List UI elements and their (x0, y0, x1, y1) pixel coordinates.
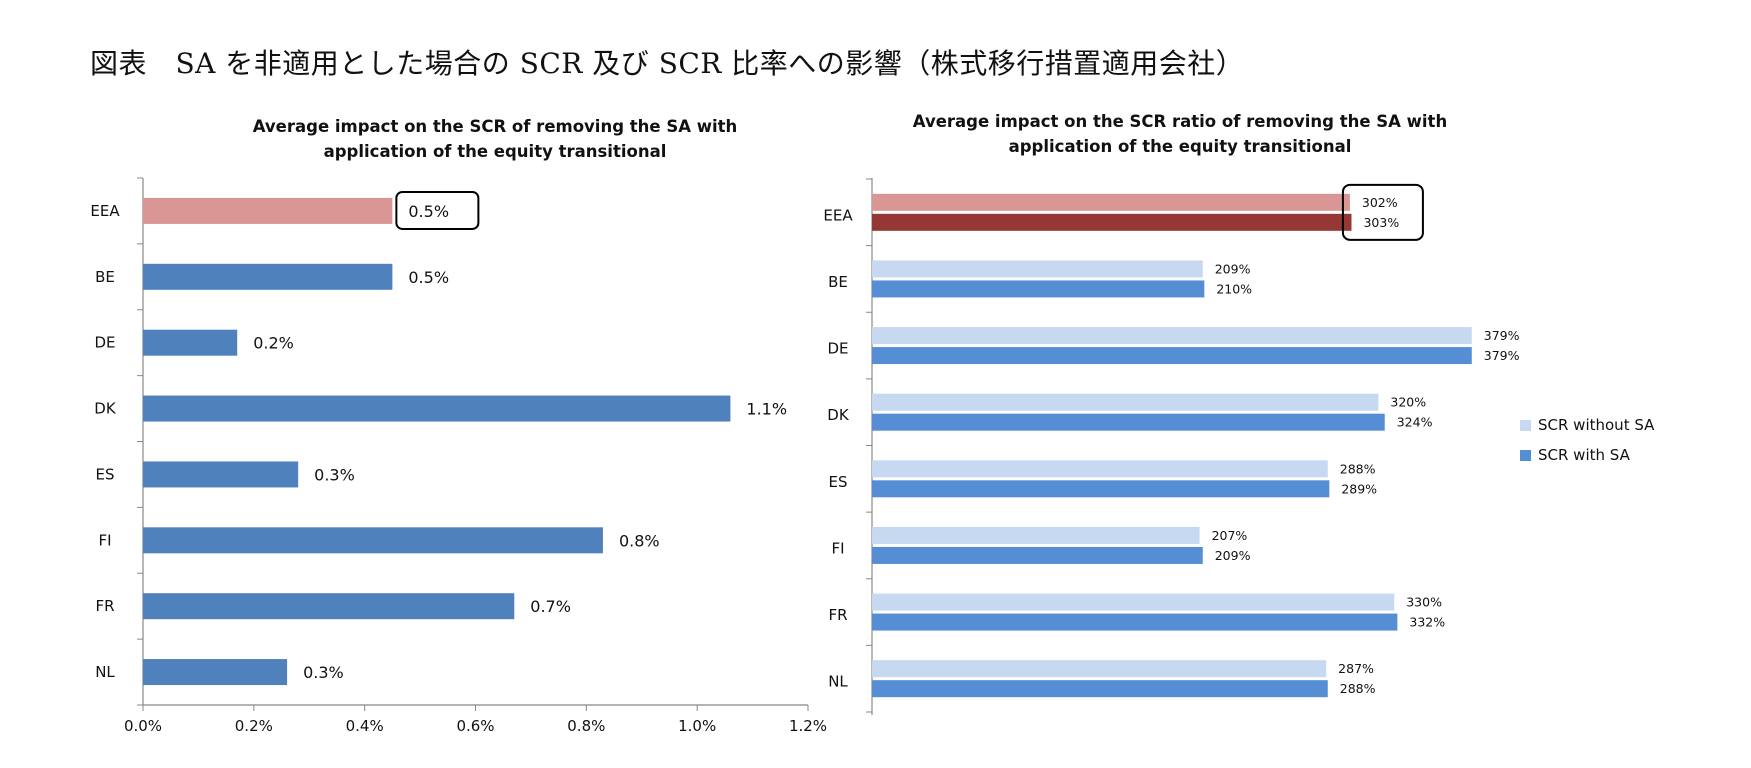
chart2-value-label-without-eea: 302% (1362, 195, 1398, 210)
chart2-bar-without-de (872, 327, 1472, 345)
chart1-x-tick-label: 0.0% (124, 717, 162, 735)
chart1-highlight-box (395, 190, 480, 230)
chart2-bar-without-eea (872, 193, 1350, 211)
chart2-bar-with-eea (872, 213, 1352, 231)
figure-title: 図表 SA を非適用とした場合の SCR 及び SCR 比率への影響（株式移行措… (90, 47, 1245, 80)
chart2-bar-with-nl (872, 680, 1328, 698)
chart1-x-tick-label: 1.0% (678, 717, 716, 735)
chart2-value-label-with-es: 289% (1341, 481, 1377, 496)
chart1-bar-be (143, 263, 393, 290)
chart2-value-label-without-fr: 330% (1406, 595, 1442, 610)
legend-label-with: SCR with SA (1538, 446, 1631, 464)
chart1-x-tick-label: 1.2% (789, 717, 827, 735)
chart2-category-label: FR (828, 606, 847, 624)
chart2-category-label: FI (831, 539, 844, 557)
chart2-value-label-without-dk: 320% (1390, 395, 1426, 410)
chart1-category-label: DK (94, 400, 117, 418)
chart1-bar-es (143, 461, 299, 488)
chart2-bar-with-fr (872, 613, 1398, 631)
chart1-value-label-nl: 0.3% (303, 663, 344, 682)
chart1-category-label: FI (98, 531, 111, 549)
chart2-value-label-without-fi: 207% (1212, 528, 1248, 543)
chart2-bar-with-de (872, 347, 1472, 365)
chart1-category-label: FR (95, 597, 114, 615)
chart2-value-label-with-dk: 324% (1397, 415, 1433, 430)
legend-swatch-with (1520, 450, 1531, 461)
chart1-value-label-fr: 0.7% (530, 597, 571, 616)
chart1-value-label-be: 0.5% (408, 268, 449, 287)
chart1-bar-dk (143, 395, 731, 422)
chart2-bar-without-nl (872, 660, 1327, 678)
chart1-bar-eea (143, 197, 393, 224)
chart1-value-label-dk: 1.1% (746, 400, 787, 419)
chart2-bar-without-dk (872, 393, 1379, 411)
chart2-category-label: DE (827, 340, 848, 358)
chart2-title-line-2: application of the equity transitional (1009, 137, 1352, 156)
chart1-bar-de (143, 329, 238, 356)
chart1-category-label: BE (95, 268, 115, 286)
chart1-category-label: NL (95, 663, 115, 681)
chart2-category-label: DK (827, 406, 850, 424)
chart2-category-label: BE (828, 273, 848, 291)
chart1-x-tick-label: 0.8% (567, 717, 605, 735)
legend-label-without: SCR without SA (1538, 416, 1655, 434)
chart1-bar-nl (143, 659, 288, 686)
chart1-category-label: EEA (90, 202, 120, 220)
chart2-bar-without-fi (872, 526, 1200, 544)
chart2-bar-with-fi (872, 546, 1203, 564)
chart2-value-label-with-nl: 288% (1340, 681, 1376, 696)
chart1-value-label-eea: 0.5% (408, 202, 449, 221)
chart2-title-line-1: Average impact on the SCR ratio of remov… (913, 112, 1447, 131)
chart2-value-label-with-eea: 303% (1363, 215, 1399, 230)
chart1-value-label-de: 0.2% (253, 334, 294, 353)
chart2-category-label: NL (828, 673, 848, 691)
chart2-category-label: ES (829, 473, 848, 491)
chart1-title-line-2: application of the equity transitional (324, 142, 667, 161)
chart1-bar-fr (143, 593, 515, 620)
chart2-bar-with-be (872, 280, 1205, 298)
chart1-bar-fi (143, 527, 603, 554)
chart1-x-tick-label: 0.4% (346, 717, 384, 735)
chart2-bar-without-be (872, 260, 1203, 278)
chart1-value-label-es: 0.3% (314, 465, 355, 484)
chart2-value-label-without-nl: 287% (1338, 661, 1374, 676)
chart2-bar-with-es (872, 480, 1330, 498)
chart1-x-tick-label: 0.2% (235, 717, 273, 735)
chart1-category-label: ES (96, 465, 115, 483)
chart2-value-label-with-be: 210% (1216, 281, 1252, 296)
chart2-category-label: EEA (823, 206, 853, 224)
chart2-value-label-with-fr: 332% (1409, 615, 1445, 630)
chart2-bar-without-es (872, 460, 1328, 478)
chart2-value-label-with-fi: 209% (1215, 548, 1251, 563)
chart2-value-label-without-be: 209% (1215, 261, 1251, 276)
legend-swatch-without (1520, 420, 1531, 431)
chart2-bar-with-dk (872, 413, 1385, 431)
chart2-value-label-without-es: 288% (1340, 461, 1376, 476)
chart2-value-label-with-de: 379% (1484, 348, 1520, 363)
chart1-title-line-1: Average impact on the SCR of removing th… (253, 117, 738, 136)
chart1-category-label: DE (94, 334, 115, 352)
chart1-value-label-fi: 0.8% (619, 531, 660, 550)
chart2-bar-without-fr (872, 593, 1395, 611)
chart2-value-label-without-de: 379% (1484, 328, 1520, 343)
chart2-highlight-box (1341, 183, 1424, 241)
chart1-x-tick-label: 0.6% (456, 717, 494, 735)
